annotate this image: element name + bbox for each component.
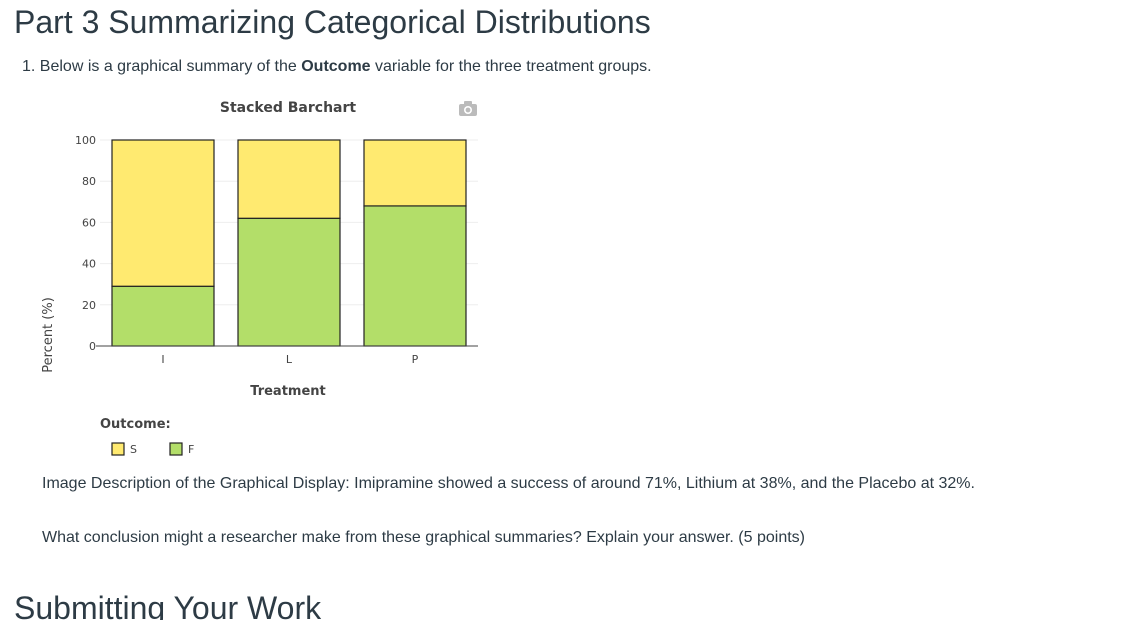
legend-title: Outcome:: [100, 417, 171, 432]
bar-L-F: [237, 217, 341, 347]
legend-label-F: F: [188, 443, 194, 456]
stacked-barchart: 0 20 40 60 80 100 I L P Stacked Barchart Percent…: [0, 90, 500, 462]
bar-P-S: [363, 139, 467, 207]
bar-L-S: [237, 139, 341, 219]
legend-item-F[interactable]: F: [169, 442, 194, 456]
x-axis-title: Treatment: [250, 384, 326, 399]
y-tick-label: 40: [82, 258, 96, 271]
question-prompt: What conclusion might a researcher make …: [42, 529, 805, 546]
legend-label-S: S: [130, 443, 137, 456]
section-title: Part 3 Summarizing Categorical Distribut…: [14, 4, 651, 40]
y-axis-title: Percent (%): [41, 297, 56, 373]
chart-bars: [111, 139, 467, 347]
image-description: Image Description of the Graphical Displ…: [42, 475, 975, 492]
y-tick-label: 100: [75, 134, 96, 147]
legend-swatch-S: [111, 442, 125, 456]
next-section-heading: Submitting Your Work: [14, 590, 322, 620]
bar-P-F: [363, 205, 467, 347]
legend-item-S[interactable]: S: [111, 442, 137, 456]
x-tick-label: P: [412, 353, 419, 366]
legend-swatch-F: [169, 442, 183, 456]
y-tick-label: 60: [82, 216, 96, 229]
question-text: 1. Below is a graphical summary of the O…: [22, 58, 652, 76]
question-prefix: 1. Below is a graphical summary of the: [22, 58, 302, 75]
camera-icon[interactable]: [459, 101, 477, 116]
chart-title: Stacked Barchart: [220, 100, 356, 116]
x-tick-label: I: [161, 353, 164, 366]
y-tick-label: 0: [89, 340, 96, 353]
question-suffix: variable for the three treatment groups.: [370, 58, 652, 75]
chart-svg: 0 20 40 60 80 100 I L P Stacked Barchart Percent…: [41, 100, 478, 456]
bar-I-F: [111, 285, 215, 347]
chart-axes: 0 20 40 60 80 100 I L P: [75, 134, 478, 366]
bar-I-S: [111, 139, 215, 287]
y-tick-label: 80: [82, 175, 96, 188]
y-tick-label: 20: [82, 299, 96, 312]
x-tick-label: L: [286, 353, 293, 366]
question-bold-term: Outcome: [301, 58, 371, 75]
